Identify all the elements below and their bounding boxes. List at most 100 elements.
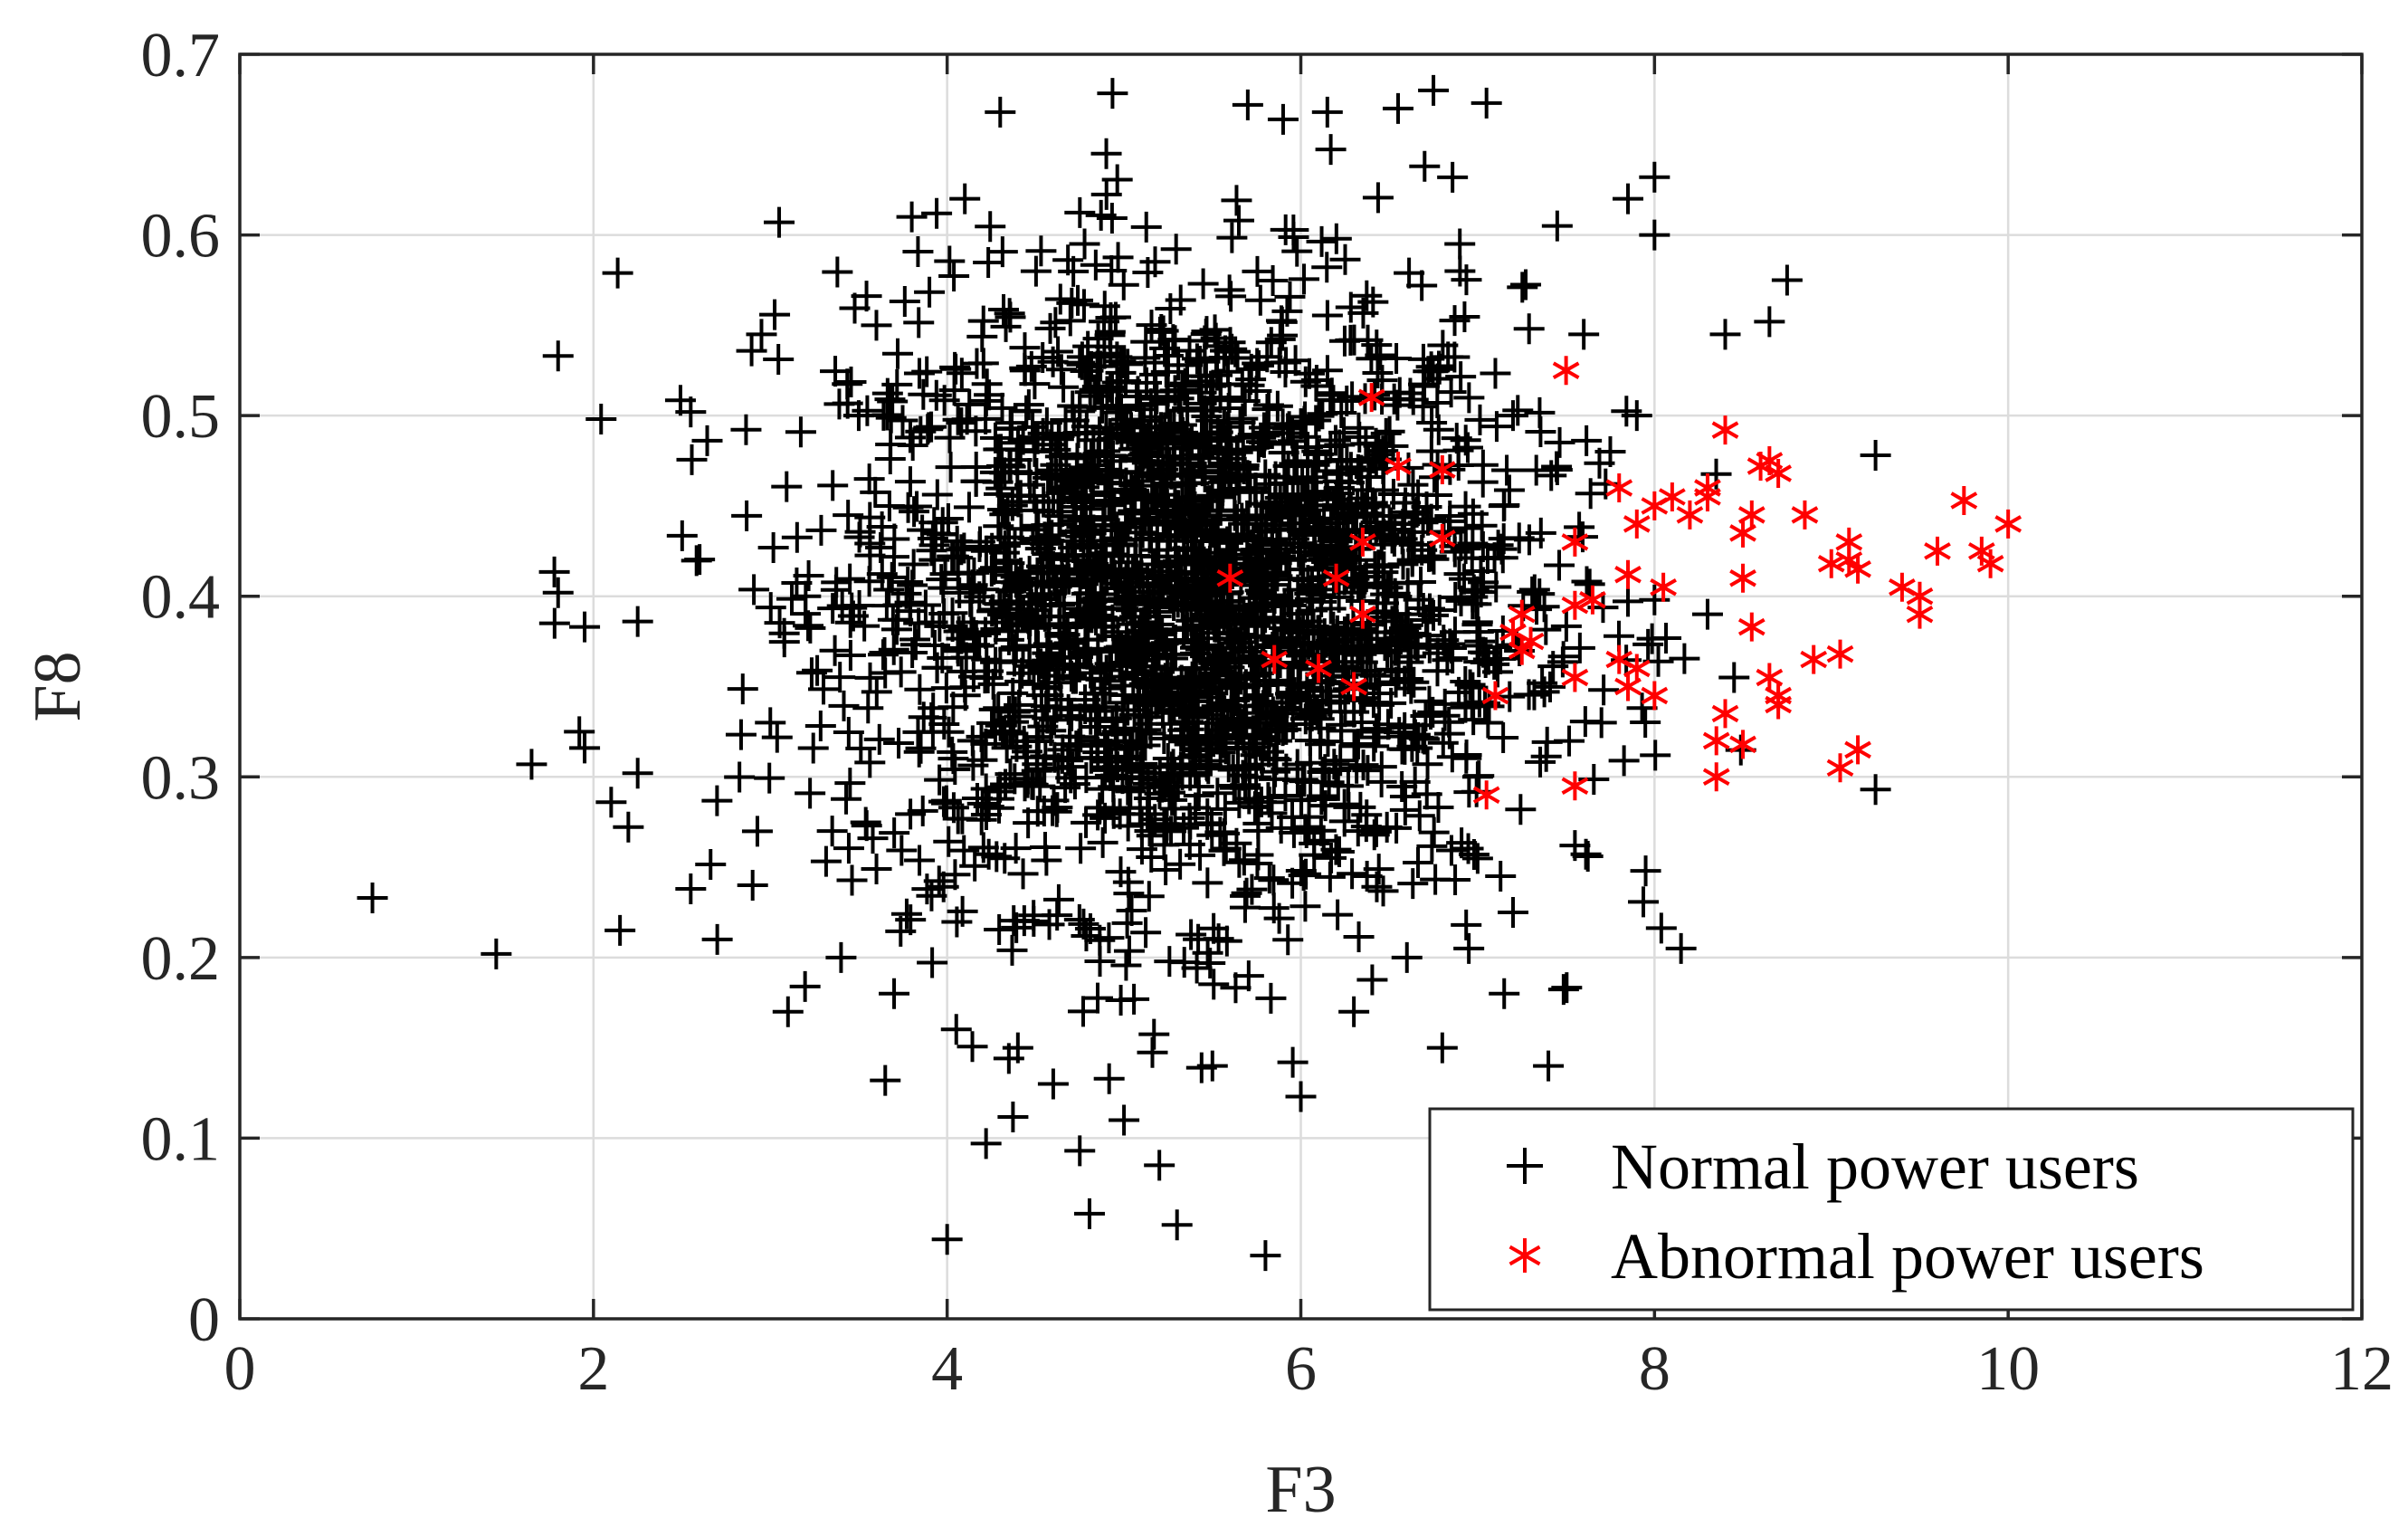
normal-point [861, 853, 892, 884]
normal-point [1228, 845, 1260, 876]
normal-point [1200, 611, 1232, 643]
legend-box [1428, 1107, 2355, 1312]
normal-point [1435, 835, 1467, 866]
normal-point [1075, 742, 1107, 774]
normal-point [1109, 1104, 1140, 1136]
normal-point [1196, 707, 1228, 739]
normal-point [1293, 811, 1325, 843]
normal-point [842, 400, 874, 432]
normal-point [1031, 845, 1062, 876]
normal-point [1154, 680, 1185, 711]
abnormal-point [1428, 523, 1456, 553]
normal-point [1465, 577, 1497, 608]
normal-point [1239, 608, 1271, 640]
abnormal-point [1976, 549, 2004, 578]
abnormal-point [1305, 654, 1332, 683]
normal-point [1198, 912, 1230, 944]
normal-point [897, 430, 928, 462]
normal-point [1324, 429, 1356, 461]
normal-point [1245, 422, 1277, 453]
normal-point [1165, 284, 1196, 316]
normal-point [981, 841, 1013, 873]
legend-plus-marker [1507, 1148, 1543, 1184]
abnormal-point [1711, 699, 1739, 729]
normal-point [1045, 630, 1077, 662]
normal-point [1187, 268, 1219, 300]
normal-point [923, 865, 955, 897]
normal-point [940, 1014, 972, 1045]
normal-point [997, 1102, 1029, 1133]
normal-point [1621, 400, 1652, 432]
normal-point [1367, 557, 1399, 588]
normal-point [1109, 670, 1140, 701]
normal-point [916, 535, 947, 567]
normal-point [1404, 800, 1435, 832]
normal-point [961, 348, 993, 379]
normal-point [944, 577, 976, 608]
normal-point [1178, 626, 1210, 658]
normal-point [828, 690, 860, 721]
normal-point [1037, 346, 1069, 377]
normal-point [1416, 830, 1448, 862]
normal-point [1432, 341, 1464, 373]
normal-point [1409, 150, 1441, 182]
normal-point [894, 466, 926, 498]
normal-point [1041, 796, 1072, 827]
normal-point [1166, 721, 1197, 752]
normal-point [1482, 656, 1514, 688]
normal-point [863, 723, 895, 755]
normal-point [1332, 770, 1364, 802]
normal-point [1001, 730, 1033, 762]
normal-point [1128, 405, 1160, 436]
normal-point [622, 606, 653, 637]
normal-point [834, 639, 866, 671]
normal-point [1075, 439, 1107, 471]
normal-point [1105, 856, 1137, 888]
normal-point [1416, 406, 1448, 438]
normal-point [764, 206, 795, 238]
normal-point [1230, 880, 1261, 911]
normal-point [1083, 435, 1115, 467]
normal-point [1091, 376, 1123, 407]
normal-point [1389, 781, 1421, 813]
normal-point [897, 569, 928, 601]
normal-point [1374, 508, 1405, 539]
abnormal-point [1641, 681, 1669, 711]
normal-point [878, 634, 909, 665]
normal-point [772, 996, 804, 1027]
normal-point [754, 762, 785, 794]
normal-point [1137, 461, 1169, 492]
normal-point [764, 607, 795, 639]
normal-point [1442, 434, 1474, 466]
normal-point [1292, 565, 1324, 596]
normal-point [881, 368, 913, 400]
normal-point [1089, 665, 1120, 697]
normal-point [1282, 586, 1314, 617]
normal-point [1227, 759, 1259, 791]
normal-point [1209, 449, 1241, 481]
legend-marker-normal [1507, 1148, 1543, 1184]
normal-point [1223, 205, 1255, 236]
normal-point [860, 476, 891, 508]
normal-point [1329, 696, 1361, 728]
normal-point [821, 567, 852, 598]
normal-point [853, 566, 885, 597]
normal-point [1544, 549, 1575, 581]
normal-point [1145, 619, 1176, 651]
abnormal-point [1835, 545, 1863, 575]
normal-point [1267, 103, 1299, 135]
normal-point [986, 392, 1018, 424]
normal-point [1087, 826, 1118, 858]
normal-point [1113, 878, 1145, 910]
normal-point [959, 850, 991, 882]
normal-point [1048, 371, 1080, 403]
normal-point [1110, 950, 1142, 981]
normal-point [1397, 469, 1429, 501]
legend-asterisk-marker [1509, 1238, 1541, 1273]
normal-point [1200, 721, 1232, 753]
normal-point [1029, 521, 1061, 553]
normal-point [1394, 257, 1425, 289]
abnormal-point [1800, 644, 1828, 674]
normal-point [916, 880, 947, 911]
y-tick-label: 0.3 [141, 743, 221, 813]
